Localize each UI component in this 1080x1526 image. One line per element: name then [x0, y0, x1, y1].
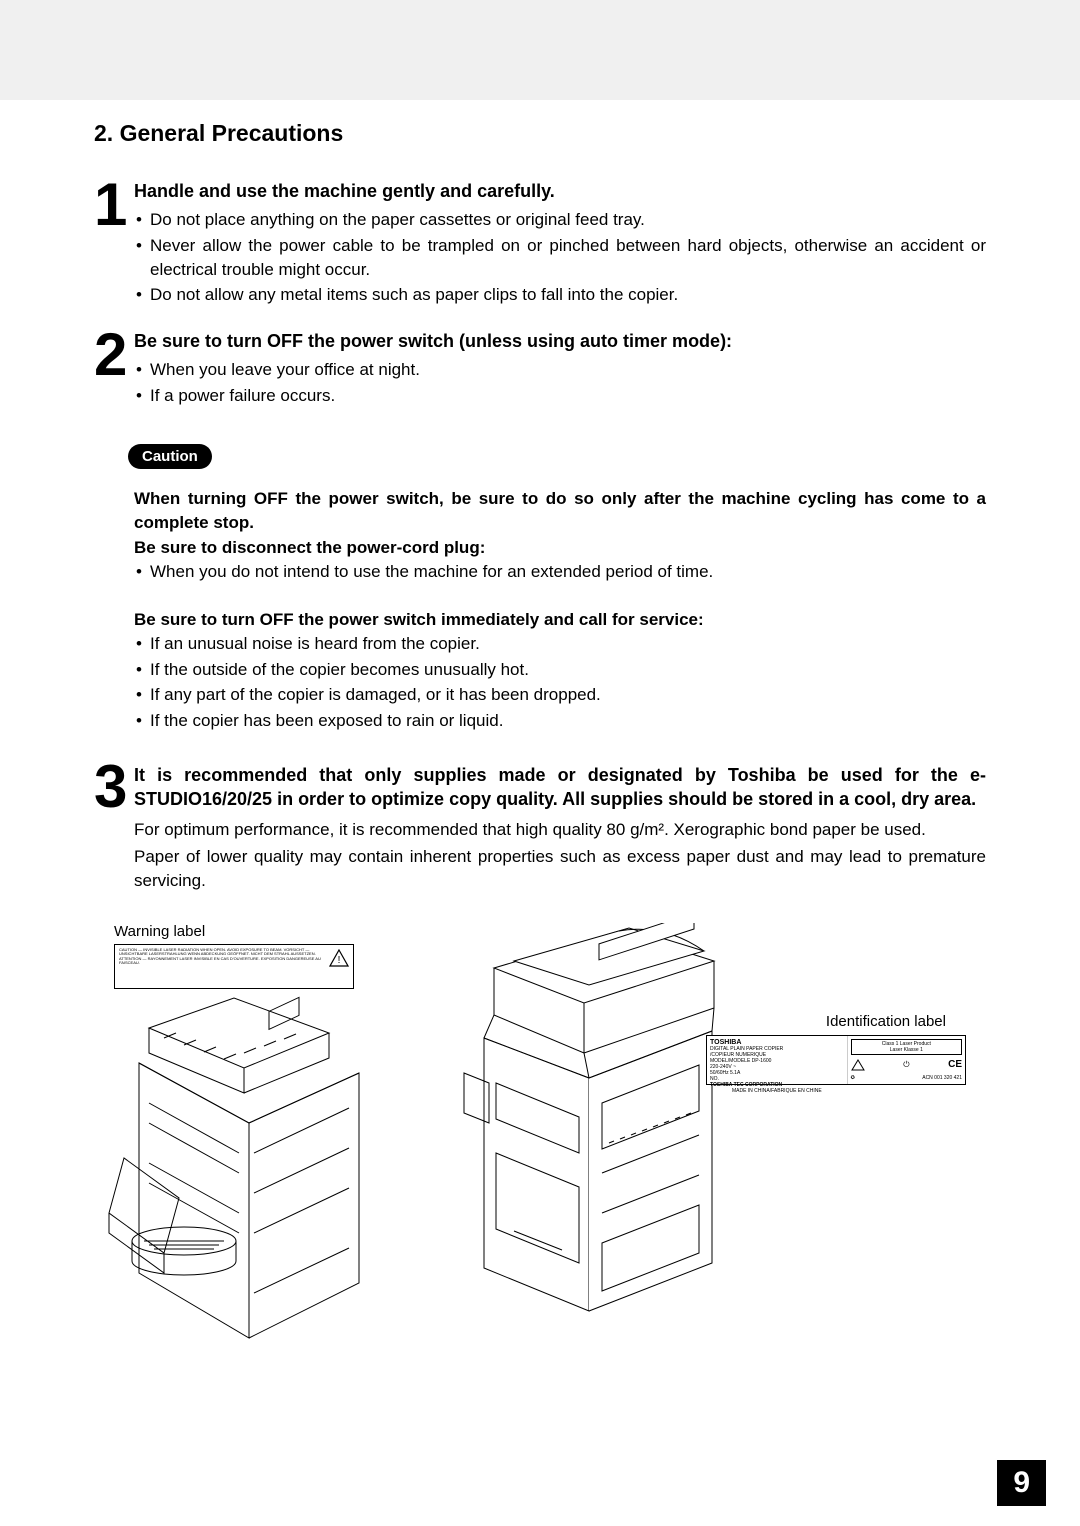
caution-badge: Caution — [128, 444, 212, 469]
caution-text: Be sure to turn OFF the power switch imm… — [134, 608, 986, 632]
section-title: 2. General Precautions — [94, 120, 986, 147]
bullet: If a power failure occurs. — [134, 384, 986, 408]
copier-open-illustration — [94, 993, 414, 1353]
caution-text: Be sure to disconnect the power-cord plu… — [134, 536, 986, 560]
warning-triangle-icon — [851, 1059, 865, 1071]
bullet: If the copier has been exposed to rain o… — [134, 709, 986, 733]
illustration-right: Identification label TOSHIBA DIGITAL PLA… — [454, 923, 986, 1358]
bullet: When you leave your office at night. — [134, 358, 986, 382]
caution-block: When turning OFF the power switch, be su… — [134, 487, 986, 733]
id-acn: ACN 001 320 421 — [922, 1075, 962, 1081]
warning-label-box: CAUTION — INVISIBLE LASER RADIATION WHEN… — [114, 944, 354, 989]
bullet: If an unusual noise is heard from the co… — [134, 632, 986, 656]
header-bar — [0, 0, 1080, 100]
bullet: If the outside of the copier becomes unu… — [134, 658, 986, 682]
copier-front-illustration — [454, 923, 734, 1313]
precaution-item-3: 3 It is recommended that only supplies m… — [94, 761, 986, 893]
bullet: Do not place anything on the paper casse… — [134, 208, 986, 232]
svg-text:!: ! — [338, 955, 341, 966]
id-label-box: TOSHIBA DIGITAL PLAIN PAPER COPIER /COPI… — [706, 1035, 966, 1085]
bullet: If any part of the copier is damaged, or… — [134, 683, 986, 707]
illustration-left: Warning label CAUTION — INVISIBLE LASER … — [94, 923, 434, 1358]
item-heading: Handle and use the machine gently and ca… — [134, 181, 986, 202]
id-label-caption: Identification label — [826, 1013, 946, 1030]
precaution-item-2: 2 Be sure to turn OFF the power switch (… — [94, 329, 986, 410]
paragraph: Paper of lower quality may contain inher… — [134, 845, 986, 893]
warning-triangle-icon: ! — [329, 949, 349, 967]
warning-label-caption: Warning label — [114, 923, 434, 940]
id-klasse: Laser Klasse 1 — [853, 1047, 960, 1053]
item-number: 3 — [94, 761, 134, 893]
page-number: 9 — [997, 1460, 1046, 1506]
item-number: 2 — [94, 329, 134, 410]
bullet: Do not allow any metal items such as pap… — [134, 283, 986, 307]
page-content: 2. General Precautions 1 Handle and use … — [0, 100, 1080, 1358]
bullet: Never allow the power cable to be trampl… — [134, 234, 986, 282]
id-brand: TOSHIBA — [710, 1039, 844, 1046]
illustrations: Warning label CAUTION — INVISIBLE LASER … — [94, 923, 986, 1358]
paragraph: For optimum performance, it is recommend… — [134, 818, 986, 842]
item-heading: Be sure to turn OFF the power switch (un… — [134, 331, 986, 352]
id-made: MADE IN CHINA/FABRIQUE EN CHINE — [710, 1088, 844, 1094]
bullet: When you do not intend to use the machin… — [134, 560, 986, 584]
item-number: 1 — [94, 179, 134, 309]
item-heading: It is recommended that only supplies mad… — [134, 763, 986, 812]
ce-mark: CE — [948, 1059, 962, 1070]
precaution-item-1: 1 Handle and use the machine gently and … — [94, 179, 986, 309]
caution-text: When turning OFF the power switch, be su… — [134, 487, 986, 535]
